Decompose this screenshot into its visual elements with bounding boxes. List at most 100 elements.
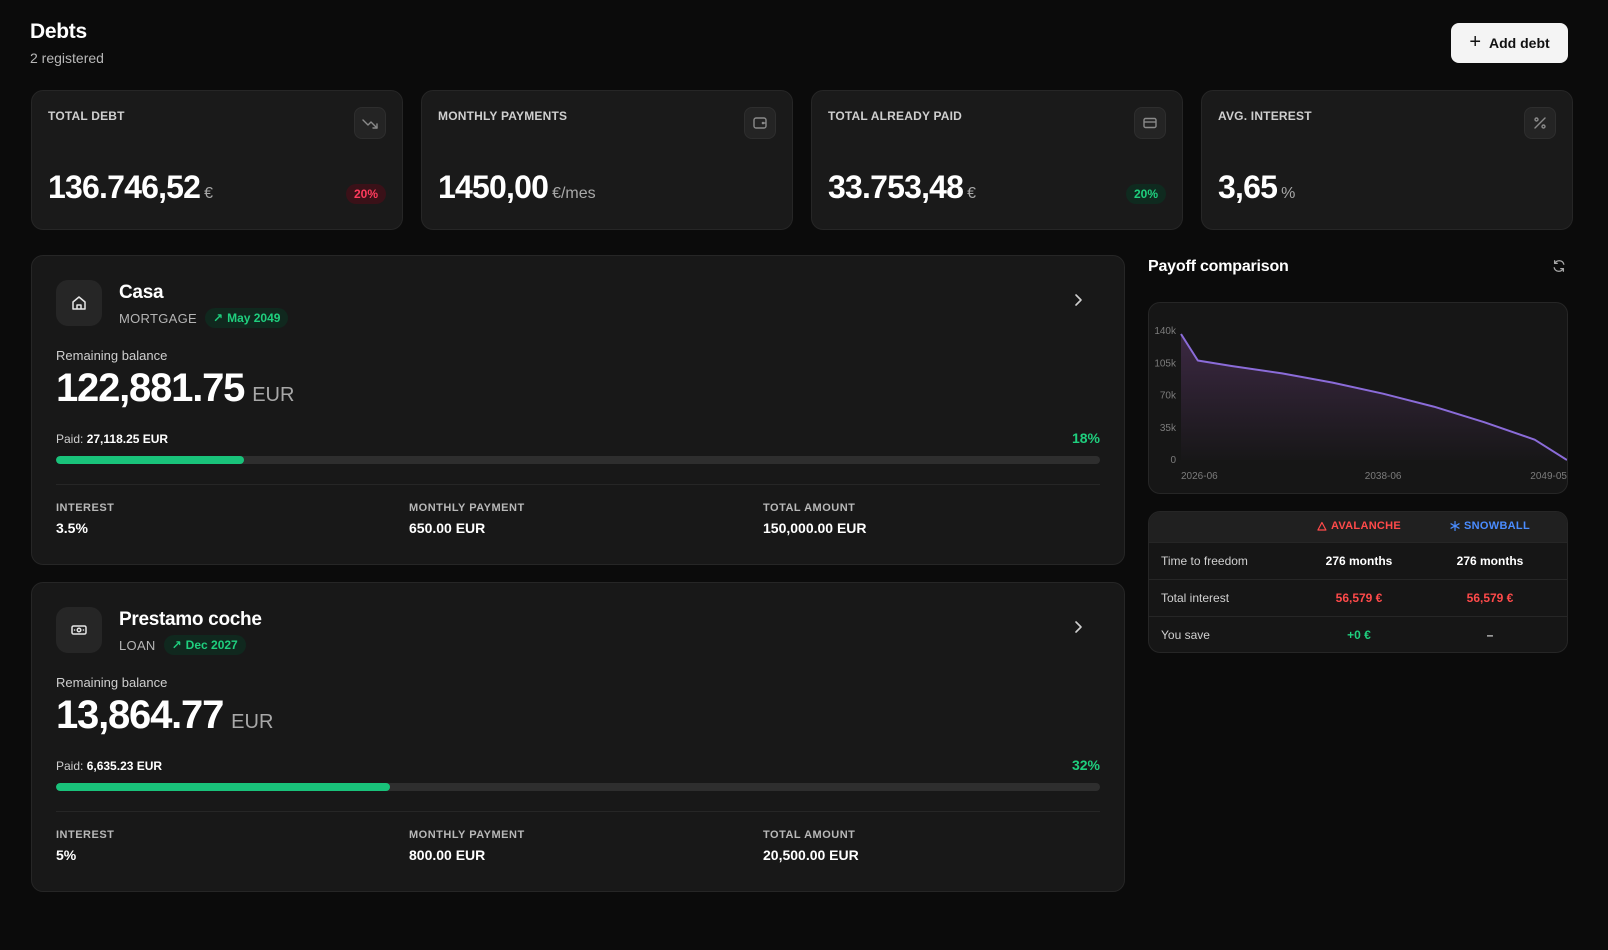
y-tick-label: 35k — [1160, 423, 1177, 434]
row-label: Total interest — [1161, 591, 1230, 605]
y-tick-label: 70k — [1160, 391, 1177, 402]
avalanche-label: AVALANCHE — [1330, 520, 1402, 532]
stat-label: MONTHLY PAYMENTS — [438, 109, 568, 123]
paid-label: Paid: — [56, 432, 84, 446]
comparison-row-save: You save +0 € – — [1149, 616, 1567, 652]
debt-card-prestamo-coche[interactable]: Prestamo coche LOAN ↗ Dec 2027 Remaining… — [31, 582, 1125, 892]
add-debt-label: Add debt — [1489, 35, 1550, 51]
debt-card-casa[interactable]: Casa MORTGAGE ↗ May 2049 Remaining balan… — [31, 255, 1125, 565]
payoff-title: Payoff comparison — [1148, 258, 1289, 275]
detail-value: 650.00 EUR — [409, 520, 486, 536]
remaining-label: Remaining balance — [56, 675, 168, 690]
page-subtitle: 2 registered — [30, 50, 104, 66]
stat-card-monthly-payments: MONTHLY PAYMENTS 1450,00 €/mes — [421, 90, 793, 230]
percent-icon — [1524, 107, 1556, 139]
stat-number: 3,65 — [1218, 169, 1278, 205]
snowball-label: SNOWBALL — [1464, 520, 1530, 532]
stat-label: TOTAL DEBT — [48, 109, 125, 123]
remaining-amount: 13,864.77 — [56, 693, 224, 737]
stat-unit: € — [967, 185, 977, 202]
progress-bar — [56, 783, 1100, 791]
comparison-table: AVALANCHE SNOWBALL Time to freedom 276 m… — [1148, 511, 1568, 653]
paid-amount: 6,635.23 EUR — [86, 759, 163, 773]
stat-unit: €/mes — [552, 185, 596, 202]
stat-value: 1450,00 €/mes — [438, 169, 596, 206]
remaining-amount: 122,881.75 — [56, 366, 245, 410]
paid-line: Paid: 6,635.23 EUR — [56, 759, 162, 773]
debt-name: Prestamo coche — [119, 609, 262, 630]
detail-total-amount: TOTAL AMOUNT 150,000.00 EUR — [763, 502, 867, 536]
snowball-value: 276 months — [1456, 554, 1524, 568]
stat-number: 33.753,48 — [828, 169, 964, 205]
credit-card-icon — [1134, 107, 1166, 139]
mountain-icon — [1317, 521, 1327, 531]
paid-label: Paid: — [56, 759, 84, 773]
stats-row: TOTAL DEBT 136.746,52 € 20% MONTHLY PAYM… — [31, 90, 1573, 230]
detail-monthly-payment: MONTHLY PAYMENT 800.00 EUR — [409, 829, 525, 863]
paid-amount: 27,118.25 EUR — [86, 432, 169, 446]
stat-value: 3,65 % — [1218, 169, 1295, 206]
detail-value: 20,500.00 EUR — [763, 847, 859, 863]
detail-monthly-payment: MONTHLY PAYMENT 650.00 EUR — [409, 502, 525, 536]
end-date: May 2049 — [227, 311, 281, 325]
snowball-value: 56,579 € — [1466, 591, 1514, 605]
progress-fill — [56, 783, 391, 791]
debt-name: Casa — [119, 282, 164, 303]
stat-label: AVG. INTEREST — [1218, 109, 1312, 123]
stat-card-total-debt: TOTAL DEBT 136.746,52 € 20% — [31, 90, 403, 230]
detail-interest: INTEREST 3.5% — [56, 502, 114, 536]
comparison-row-interest: Total interest 56,579 € 56,579 € — [1149, 579, 1567, 616]
detail-label: MONTHLY PAYMENT — [409, 829, 525, 841]
stat-unit: % — [1281, 185, 1296, 202]
remaining-balance: 13,864.77 EUR — [56, 693, 273, 738]
remaining-currency: EUR — [231, 711, 274, 733]
stat-card-avg-interest: AVG. INTEREST 3,65 % — [1201, 90, 1573, 230]
add-debt-button[interactable]: + Add debt — [1451, 23, 1568, 63]
payoff-chart: 0 35k 70k 105k 140k 2026-06 2038-06 2049-05 — [1148, 302, 1568, 494]
y-tick-label: 0 — [1170, 455, 1176, 466]
row-label: Time to freedom — [1161, 554, 1248, 568]
avalanche-value: 276 months — [1325, 554, 1393, 568]
payoff-chart-svg: 0 35k 70k 105k 140k 2026-06 2038-06 2049-05 — [1154, 326, 1567, 482]
detail-value: 150,000.00 EUR — [763, 520, 867, 536]
debt-meta: MORTGAGE ↗ May 2049 — [119, 308, 289, 328]
stat-number: 136.746,52 — [48, 169, 201, 205]
stat-unit: € — [204, 185, 214, 202]
plus-icon: + — [1469, 31, 1482, 53]
chevron-right-icon[interactable] — [1070, 619, 1086, 635]
detail-label: INTEREST — [56, 502, 115, 514]
page-title: Debts — [30, 20, 87, 43]
trending-down-icon — [354, 107, 386, 139]
stat-value: 33.753,48 € — [828, 169, 976, 206]
stat-card-total-paid: TOTAL ALREADY PAID 33.753,48 € 20% — [811, 90, 1183, 230]
stat-number: 1450,00 — [438, 169, 549, 205]
end-date-badge: ↗ May 2049 — [205, 308, 289, 328]
banknote-icon — [56, 607, 102, 653]
progress-fill — [56, 456, 244, 464]
detail-value: 3.5% — [56, 520, 88, 536]
end-date: Dec 2027 — [185, 638, 238, 652]
detail-interest: INTEREST 5% — [56, 829, 114, 863]
chart-area-fill — [1181, 334, 1567, 460]
snowflake-icon — [1450, 521, 1460, 531]
chevron-right-icon[interactable] — [1070, 292, 1086, 308]
stat-value: 136.746,52 € — [48, 169, 213, 206]
detail-value: 5% — [56, 847, 77, 863]
arrow-up-right-icon: ↗ — [213, 311, 224, 325]
refresh-icon[interactable] — [1552, 259, 1568, 275]
comparison-header: AVALANCHE SNOWBALL — [1149, 512, 1567, 542]
home-icon — [56, 280, 102, 326]
x-tick-label: 2049-05 — [1530, 471, 1567, 482]
y-tick-label: 105k — [1154, 358, 1177, 369]
divider — [56, 484, 1100, 485]
detail-label: TOTAL AMOUNT — [763, 502, 856, 514]
divider — [56, 811, 1100, 812]
avalanche-value: +0 € — [1347, 628, 1371, 642]
detail-label: INTEREST — [56, 829, 115, 841]
detail-label: MONTHLY PAYMENT — [409, 502, 525, 514]
row-label: You save — [1161, 628, 1210, 642]
page-header: Debts 2 registered — [30, 20, 104, 66]
remaining-currency: EUR — [252, 384, 295, 406]
debt-meta: LOAN ↗ Dec 2027 — [119, 635, 246, 655]
detail-value: 800.00 EUR — [409, 847, 486, 863]
